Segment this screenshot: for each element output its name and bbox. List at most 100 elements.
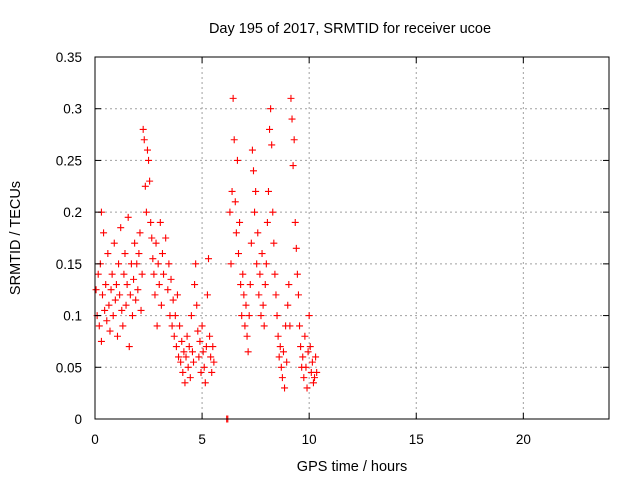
data-point: [205, 255, 213, 263]
data-point: [207, 353, 215, 361]
data-point: [311, 374, 319, 382]
data-point: [182, 353, 190, 361]
data-point: [263, 218, 271, 226]
data-points: [92, 94, 321, 423]
data-point: [244, 348, 252, 356]
data-point: [154, 260, 162, 268]
data-point: [196, 337, 204, 345]
data-point: [256, 270, 264, 278]
data-point: [226, 208, 234, 216]
data-point: [209, 343, 217, 351]
data-point: [210, 358, 218, 366]
data-point: [190, 358, 198, 366]
data-point: [145, 156, 153, 164]
data-point: [255, 291, 263, 299]
data-point: [294, 291, 302, 299]
data-point: [137, 306, 145, 314]
data-point: [195, 353, 203, 361]
data-point: [146, 177, 154, 185]
data-point: [262, 260, 270, 268]
data-point: [276, 343, 284, 351]
data-point: [100, 229, 108, 237]
data-point: [237, 281, 245, 289]
data-point: [285, 281, 293, 289]
data-point: [115, 260, 123, 268]
data-point: [305, 312, 313, 320]
data-point: [286, 322, 294, 330]
y-tick-label: 0.1: [63, 309, 82, 324]
data-point: [194, 327, 202, 335]
data-point: [188, 348, 196, 356]
data-point: [299, 353, 307, 361]
data-point: [268, 141, 276, 149]
data-point: [184, 363, 192, 371]
data-point: [234, 250, 242, 258]
data-point: [260, 322, 268, 330]
data-point: [185, 343, 193, 351]
data-point: [233, 156, 241, 164]
data-point: [107, 286, 115, 294]
data-point: [173, 291, 181, 299]
x-tick-labels: 0 5 10 15 20: [91, 432, 531, 447]
data-point: [193, 301, 201, 309]
data-point: [202, 343, 210, 351]
data-point: [111, 296, 119, 304]
data-point: [266, 125, 274, 133]
data-point: [197, 368, 205, 376]
data-point: [270, 239, 278, 247]
data-point: [290, 136, 298, 144]
data-point: [142, 208, 150, 216]
data-point: [153, 322, 161, 330]
axis-ticks: [94, 56, 609, 420]
data-point: [230, 136, 238, 144]
data-point: [192, 260, 200, 268]
data-point: [152, 239, 160, 247]
plot-frame: [94, 56, 610, 420]
data-point: [239, 270, 247, 278]
data-point: [198, 322, 206, 330]
data-point: [277, 363, 285, 371]
grid: [95, 57, 609, 419]
data-point: [279, 348, 287, 356]
data-point: [172, 343, 180, 351]
y-tick-label: 0.05: [56, 360, 82, 375]
data-point: [119, 322, 127, 330]
data-point: [236, 218, 244, 226]
data-point: [126, 291, 134, 299]
data-point: [162, 234, 170, 242]
data-point: [303, 384, 311, 392]
data-point: [175, 353, 183, 361]
data-point: [302, 363, 310, 371]
data-point: [275, 353, 283, 361]
data-point: [116, 291, 124, 299]
y-axis-label: SRMTID / TECUs: [8, 181, 24, 295]
data-point: [170, 332, 178, 340]
data-point: [229, 94, 237, 102]
x-tick-label: 20: [516, 432, 531, 447]
data-point: [259, 301, 267, 309]
data-point: [251, 208, 259, 216]
data-point: [181, 379, 189, 387]
data-point: [246, 281, 254, 289]
data-point: [301, 332, 309, 340]
data-point: [274, 332, 282, 340]
data-point: [228, 187, 236, 195]
data-point: [103, 317, 111, 325]
y-tick-label: 0.3: [63, 102, 82, 117]
data-point: [186, 374, 194, 382]
data-point: [231, 198, 239, 206]
data-point: [278, 374, 286, 382]
data-point: [122, 301, 130, 309]
y-tick-label: 0.25: [56, 153, 82, 168]
data-point: [249, 167, 257, 175]
y-tick-label: 0.2: [63, 205, 82, 220]
data-point: [289, 162, 297, 170]
data-point: [312, 353, 320, 361]
data-point: [238, 312, 246, 320]
data-point: [101, 306, 109, 314]
data-point: [143, 146, 151, 154]
data-point: [120, 270, 128, 278]
data-point: [313, 368, 321, 376]
data-point: [139, 125, 147, 133]
